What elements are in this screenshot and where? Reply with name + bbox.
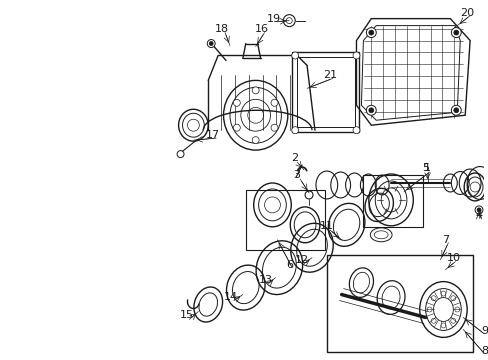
Bar (245, 190, 324, 250)
Circle shape (252, 87, 259, 94)
Circle shape (474, 206, 482, 214)
Bar (326, 255, 472, 352)
Circle shape (233, 99, 240, 106)
Circle shape (283, 15, 295, 27)
Circle shape (252, 137, 259, 144)
Text: 9: 9 (480, 327, 488, 336)
Circle shape (270, 124, 277, 131)
Text: 10: 10 (446, 253, 459, 263)
Text: 5: 5 (421, 163, 428, 173)
Circle shape (352, 52, 359, 59)
Circle shape (177, 150, 183, 158)
Text: 12: 12 (294, 255, 308, 265)
Text: 18: 18 (215, 24, 229, 33)
Circle shape (368, 30, 373, 35)
Circle shape (366, 105, 375, 115)
Circle shape (366, 28, 375, 37)
Circle shape (352, 127, 359, 134)
Text: 1: 1 (423, 163, 430, 173)
Circle shape (476, 208, 480, 212)
Circle shape (207, 40, 215, 48)
Circle shape (233, 124, 240, 131)
Text: 11: 11 (319, 221, 333, 231)
Circle shape (450, 28, 460, 37)
Bar (292, 53, 359, 132)
Circle shape (291, 52, 298, 59)
Text: 2: 2 (290, 153, 297, 163)
Text: 4: 4 (474, 210, 482, 220)
Text: 6: 6 (285, 260, 292, 270)
Circle shape (450, 105, 460, 115)
Circle shape (368, 108, 373, 113)
Text: 17: 17 (206, 130, 220, 140)
Text: 14: 14 (224, 292, 238, 302)
Text: 20: 20 (459, 8, 473, 18)
Text: 15: 15 (179, 310, 193, 320)
Bar (363, 175, 422, 227)
Circle shape (453, 30, 458, 35)
Text: 8: 8 (480, 346, 488, 356)
Text: 13: 13 (258, 275, 272, 285)
Text: 19: 19 (266, 14, 280, 24)
Circle shape (209, 41, 213, 45)
Circle shape (291, 127, 298, 134)
Bar (297, 58, 354, 127)
Text: 3: 3 (293, 170, 300, 180)
Circle shape (270, 99, 277, 106)
Text: 7: 7 (441, 235, 448, 245)
Text: 16: 16 (254, 24, 268, 33)
Text: 21: 21 (322, 71, 336, 80)
Circle shape (286, 18, 292, 24)
Circle shape (453, 108, 458, 113)
